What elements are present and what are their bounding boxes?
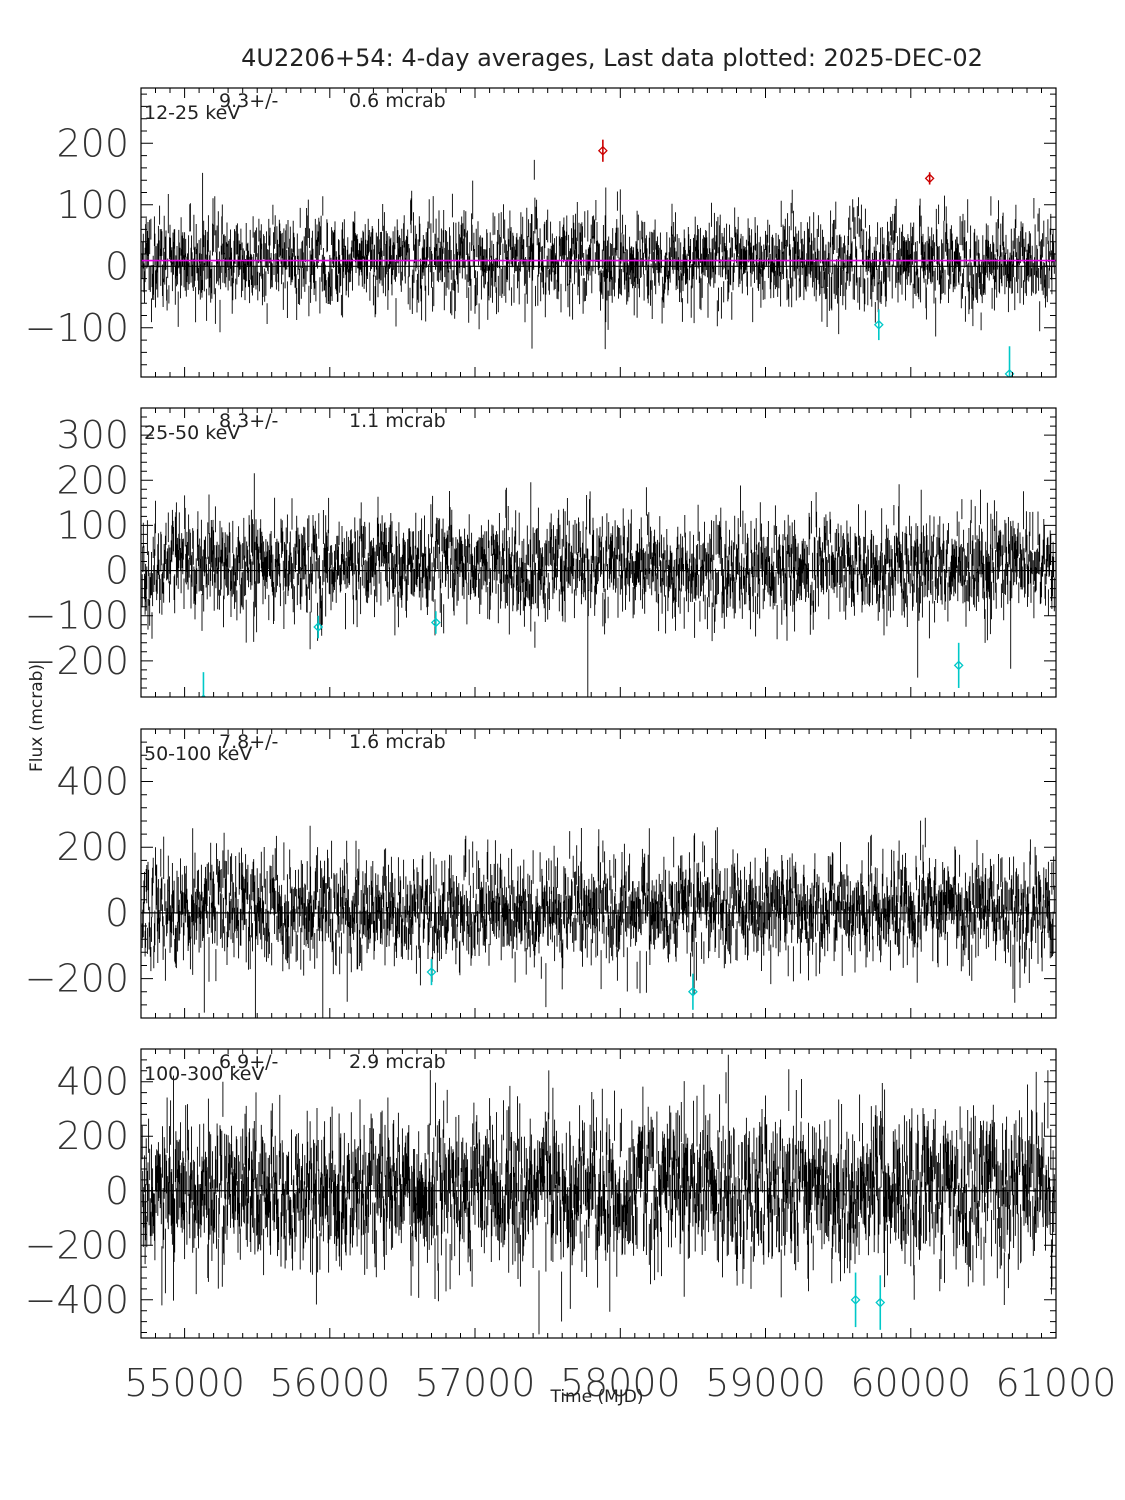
outlier-point (200, 672, 207, 697)
mean-value-label: 7.8+/- (219, 731, 278, 753)
band-label: 50-100 keV (144, 743, 252, 765)
y-tick-label: 200 (56, 121, 129, 165)
y-tick-label: 300 (56, 413, 129, 457)
y-tick-label: 0 (105, 1169, 129, 1213)
mean-error-label: 0.6 mcrab (349, 90, 446, 112)
data-series-1 (141, 159, 1055, 350)
tick-marks (140, 407, 1057, 698)
y-tick-label: −100 (25, 306, 129, 350)
outlier-marker (873, 319, 884, 330)
outlier-marker (953, 660, 964, 671)
x-tick-label: 56000 (269, 1361, 390, 1405)
y-tick-label: 100 (56, 183, 129, 227)
mean-error-label: 1.1 mcrab (349, 410, 446, 432)
x-tick-labels: 55000 56000 57000 58000 59000 60000 61000 (124, 1361, 1116, 1405)
mean-value-label: 9.3+/- (219, 90, 278, 112)
y-tick-label: −200 (25, 957, 129, 1001)
mean-error-label: 1.6 mcrab (349, 731, 446, 753)
y-axis-label: Flux (mcrab) (27, 664, 47, 772)
y-tick-label: −400 (25, 1278, 129, 1322)
outlier-marker (597, 145, 608, 156)
y-tick-label: −200 (25, 1223, 129, 1267)
outlier-point (597, 139, 608, 162)
data-series-3 (141, 817, 1055, 1018)
data-series-2 (141, 473, 1055, 697)
outlier-point (875, 1275, 886, 1330)
y-tick-label: 100 (56, 503, 129, 547)
tick-marks (140, 1048, 1057, 1338)
x-tick-label: 59000 (705, 1361, 826, 1405)
tick-marks (140, 728, 1057, 1019)
x-tick-label: 60000 (850, 1361, 971, 1405)
y-tick-label: −200 (25, 639, 129, 683)
x-tick-label: 57000 (415, 1361, 536, 1405)
data-series-4 (141, 1054, 1055, 1335)
outlier-point (426, 958, 437, 986)
y-tick-label: 200 (56, 825, 129, 869)
panel-frame (140, 1048, 1057, 1339)
y-tick-label: 200 (56, 458, 129, 502)
outlier-marker (850, 1294, 861, 1305)
y-tick-label: 200 (56, 1114, 129, 1158)
y-tick-label: 0 (105, 244, 129, 288)
outlier-marker (313, 622, 324, 632)
x-tick-label: 58000 (560, 1361, 681, 1405)
y-tick-label: 400 (56, 1060, 129, 1104)
outlier-marker (924, 173, 935, 184)
outlier-point (873, 309, 884, 341)
mean-error-label: 2.9 mcrab (349, 1051, 446, 1073)
outlier-point (430, 611, 441, 634)
tick-marks (140, 88, 1057, 378)
panel-frame (140, 87, 1057, 378)
y-tick-label: −100 (25, 594, 129, 638)
band-label: 12-25 keV (144, 102, 240, 124)
outlier-point (313, 615, 324, 639)
chart-title: 4U2206+54: 4-day averages, Last data plo… (241, 44, 983, 72)
band-label: 100-300 keV (144, 1063, 264, 1085)
x-tick-label: 61000 (996, 1361, 1117, 1405)
mean-value-label: 6.9+/- (219, 1051, 278, 1073)
y-tick-label: 400 (56, 760, 129, 804)
outlier-marker (426, 967, 437, 977)
y-tick-label: 0 (105, 891, 129, 935)
x-axis-label: Time (MJD) (549, 1387, 643, 1407)
outlier-marker (875, 1297, 886, 1308)
outlier-marker (430, 617, 441, 628)
x-tick-label: 55000 (124, 1361, 245, 1405)
outlier-point (924, 172, 935, 185)
outlier-point (687, 973, 698, 1010)
outlier-marker (687, 986, 698, 997)
outlier-point (850, 1272, 861, 1328)
y-tick-label: 0 (105, 549, 129, 593)
band-label: 25-50 keV (144, 422, 240, 444)
mean-value-label: 8.3+/- (219, 410, 278, 432)
outlier-point (953, 642, 964, 688)
